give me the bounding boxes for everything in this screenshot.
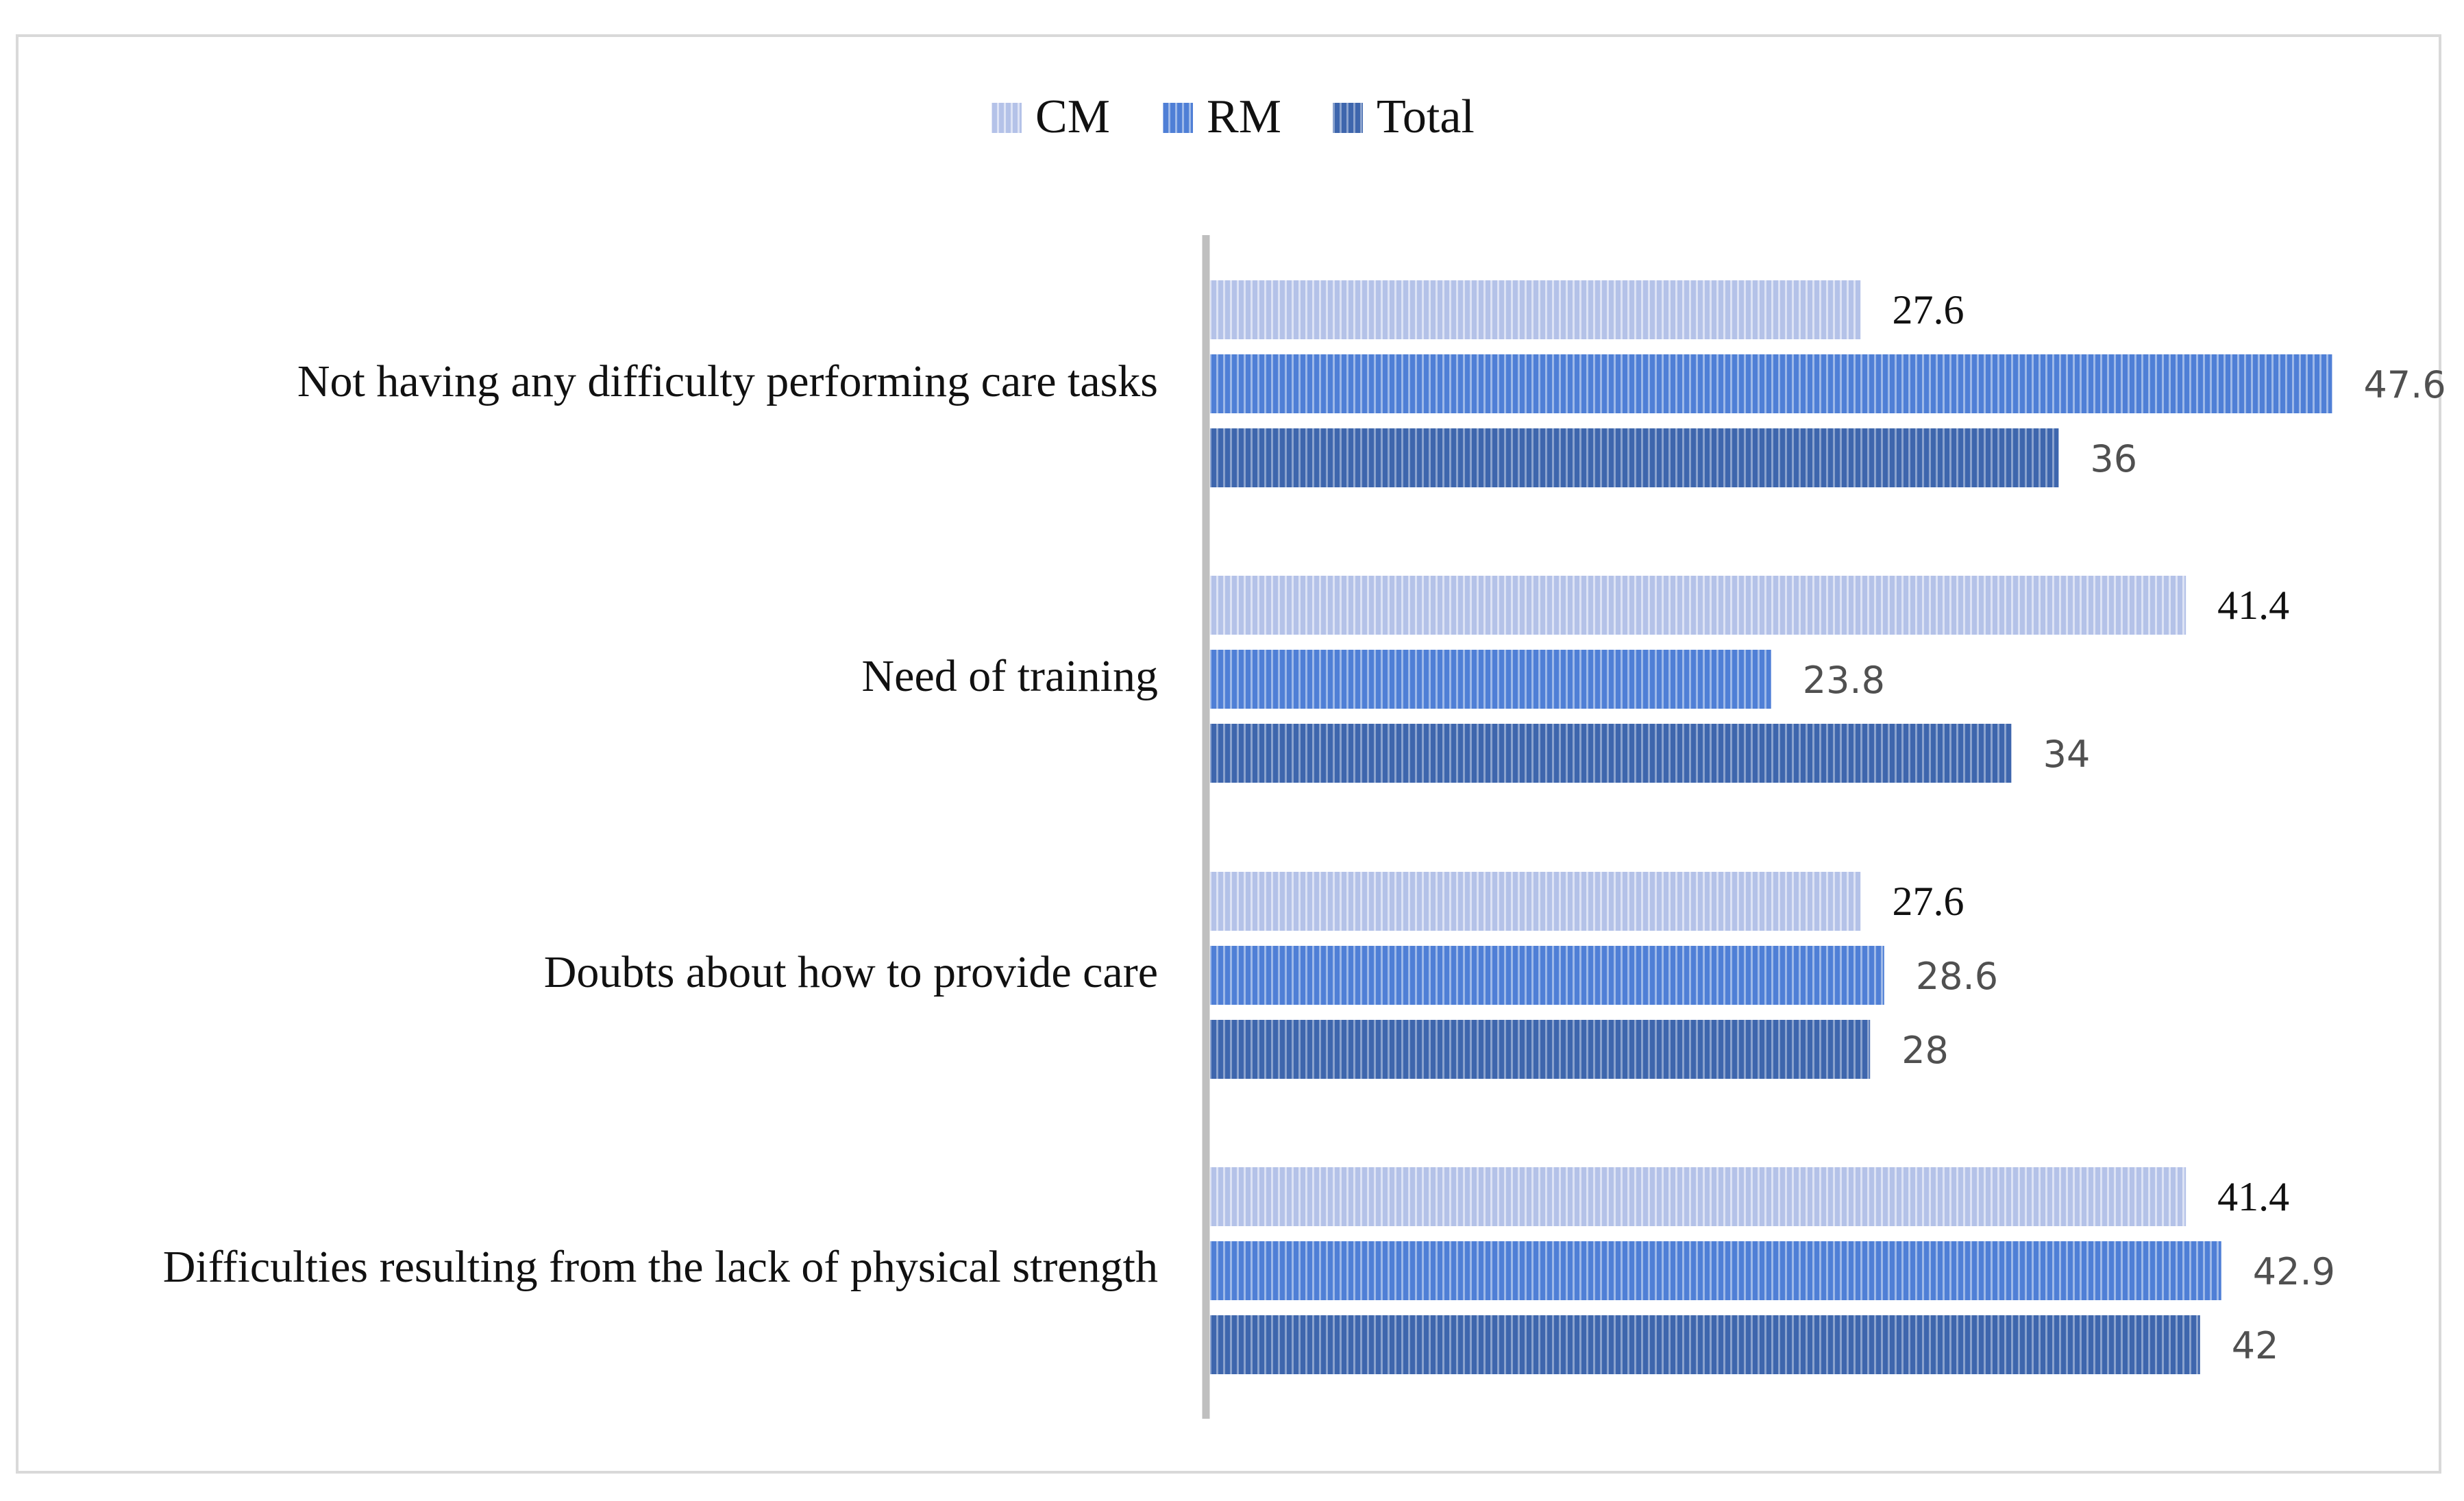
category-labels: Not having any difficulty performing car…: [163, 356, 1158, 1292]
category-label-2: Need of training: [861, 651, 1158, 701]
bars: [1210, 280, 2332, 1374]
bar-total-2: [1210, 724, 2012, 783]
value-label-total-3: 28: [1901, 1029, 1949, 1072]
value-label-total-2: 34: [2043, 733, 2091, 776]
value-label-rm-2: 23.8: [1803, 659, 1885, 702]
legend-swatch-cm: [991, 103, 1022, 133]
bar-total-4: [1210, 1315, 2200, 1374]
legend-label-rm: RM: [1207, 90, 1281, 143]
legend: CM RM Total: [991, 90, 1475, 143]
bar-rm-4: [1210, 1241, 2221, 1300]
bar-cm-1: [1210, 280, 1861, 339]
category-label-4: Difficulties resulting from the lack of …: [163, 1242, 1158, 1292]
legend-swatch-rm: [1163, 103, 1193, 133]
category-label-1: Not having any difficulty performing car…: [297, 356, 1158, 406]
value-label-cm-3: 27.6: [1892, 879, 1964, 924]
bar-cm-3: [1210, 872, 1861, 931]
value-label-cm-1: 27.6: [1892, 287, 1964, 332]
category-label-3: Doubts about how to provide care: [544, 947, 1158, 997]
legend-label-total: Total: [1377, 90, 1475, 143]
value-labels: 27.6 47.6 36 41.4 23.8 34 27.6 28.6 28 41.4 42.9 42: [1803, 287, 2446, 1367]
value-label-total-4: 42: [2232, 1324, 2279, 1367]
bar-rm-1: [1210, 354, 2332, 413]
value-label-rm-1: 47.6: [2363, 363, 2445, 406]
bar-total-1: [1210, 428, 2059, 487]
bar-total-3: [1210, 1020, 1871, 1079]
value-label-rm-3: 28.6: [1916, 955, 1998, 998]
legend-swatch-total: [1333, 103, 1363, 133]
bar-cm-2: [1210, 576, 2186, 635]
bar-cm-4: [1210, 1167, 2186, 1226]
legend-label-cm: CM: [1035, 90, 1110, 143]
value-label-cm-4: 41.4: [2217, 1174, 2289, 1219]
bar-rm-2: [1210, 650, 1771, 709]
value-label-total-1: 36: [2090, 437, 2137, 480]
value-label-cm-2: 41.4: [2217, 583, 2289, 628]
value-label-rm-4: 42.9: [2253, 1250, 2335, 1293]
bar-rm-3: [1210, 946, 1884, 1005]
